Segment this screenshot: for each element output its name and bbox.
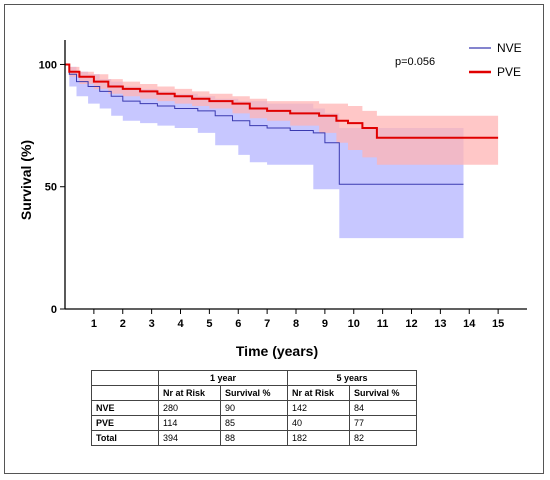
survival-curves — [65, 63, 499, 185]
y-axis-title: Survival (%) — [18, 140, 34, 220]
x-tick-label: 3 — [149, 318, 155, 330]
risk-table-subheader-row: Nr at Risk Survival % Nr at Risk Surviva… — [91, 385, 417, 401]
cell-value: 84 — [349, 400, 417, 416]
cell-value: 280 — [158, 400, 221, 416]
risk-table: 1 year 5 years Nr at Risk Survival % Nr … — [91, 370, 417, 446]
row-label: PVE — [91, 415, 159, 431]
header-empty-cell — [91, 370, 159, 386]
x-tick-label: 5 — [206, 318, 212, 330]
ci-band-pve — [65, 64, 499, 165]
cell-value: 90 — [220, 400, 288, 416]
x-tick-label: 9 — [322, 318, 328, 330]
cell-value: 88 — [220, 430, 288, 446]
x-tick-label: 14 — [463, 318, 476, 330]
cell-value: 85 — [220, 415, 288, 431]
x-tick-label: 1 — [91, 318, 97, 330]
row-label: NVE — [91, 400, 159, 416]
table-row: Total 394 88 182 82 — [91, 430, 417, 446]
confidence-bands — [65, 64, 499, 239]
legend-label-nve: NVE — [497, 41, 522, 55]
x-tick-label: 15 — [492, 318, 504, 330]
cell-value: 82 — [349, 430, 417, 446]
x-tick-label: 13 — [434, 318, 446, 330]
x-tick-label: 7 — [264, 318, 270, 330]
cell-value: 182 — [287, 430, 350, 446]
cell-value: 394 — [158, 430, 221, 446]
y-tick-label: 100 — [39, 59, 57, 71]
row-label: Total — [91, 430, 159, 446]
table-row: PVE 114 85 40 77 — [91, 415, 417, 431]
cell-value: 40 — [287, 415, 350, 431]
subheader-survival: Survival % — [220, 385, 288, 401]
survival-line-pve — [65, 63, 499, 139]
y-tick-label: 50 — [45, 182, 57, 194]
legend: NVE PVE — [469, 41, 522, 79]
subheader-nr-at-risk: Nr at Risk — [158, 385, 221, 401]
figure-frame: 1 2 3 4 5 6 7 8 9 10 11 12 13 14 15 0 50 100 Time (years)… — [4, 4, 544, 474]
ci-band-nve — [65, 64, 464, 239]
survival-line-nve — [65, 64, 464, 185]
subheader-empty-cell — [91, 385, 159, 401]
cell-value: 142 — [287, 400, 350, 416]
x-tick-label: 2 — [120, 318, 126, 330]
table-row: NVE 280 90 142 84 — [91, 400, 417, 416]
p-value-annotation: p=0.056 — [395, 56, 435, 68]
x-tick-label: 6 — [235, 318, 241, 330]
header-5-years: 5 years — [287, 370, 417, 386]
subheader-nr-at-risk: Nr at Risk — [287, 385, 350, 401]
x-tick-label: 4 — [177, 318, 184, 330]
header-1-year: 1 year — [158, 370, 288, 386]
x-axis-title: Time (years) — [236, 343, 318, 359]
cell-value: 114 — [158, 415, 221, 431]
x-tick-label: 11 — [377, 318, 389, 330]
subheader-survival: Survival % — [349, 385, 417, 401]
cell-value: 77 — [349, 415, 417, 431]
risk-table-header-row: 1 year 5 years — [91, 370, 417, 386]
legend-label-pve: PVE — [497, 65, 521, 79]
x-tick-label: 10 — [348, 318, 360, 330]
x-tick-label: 12 — [405, 318, 417, 330]
x-tick-label: 8 — [293, 318, 299, 330]
y-tick-label: 0 — [51, 304, 57, 316]
